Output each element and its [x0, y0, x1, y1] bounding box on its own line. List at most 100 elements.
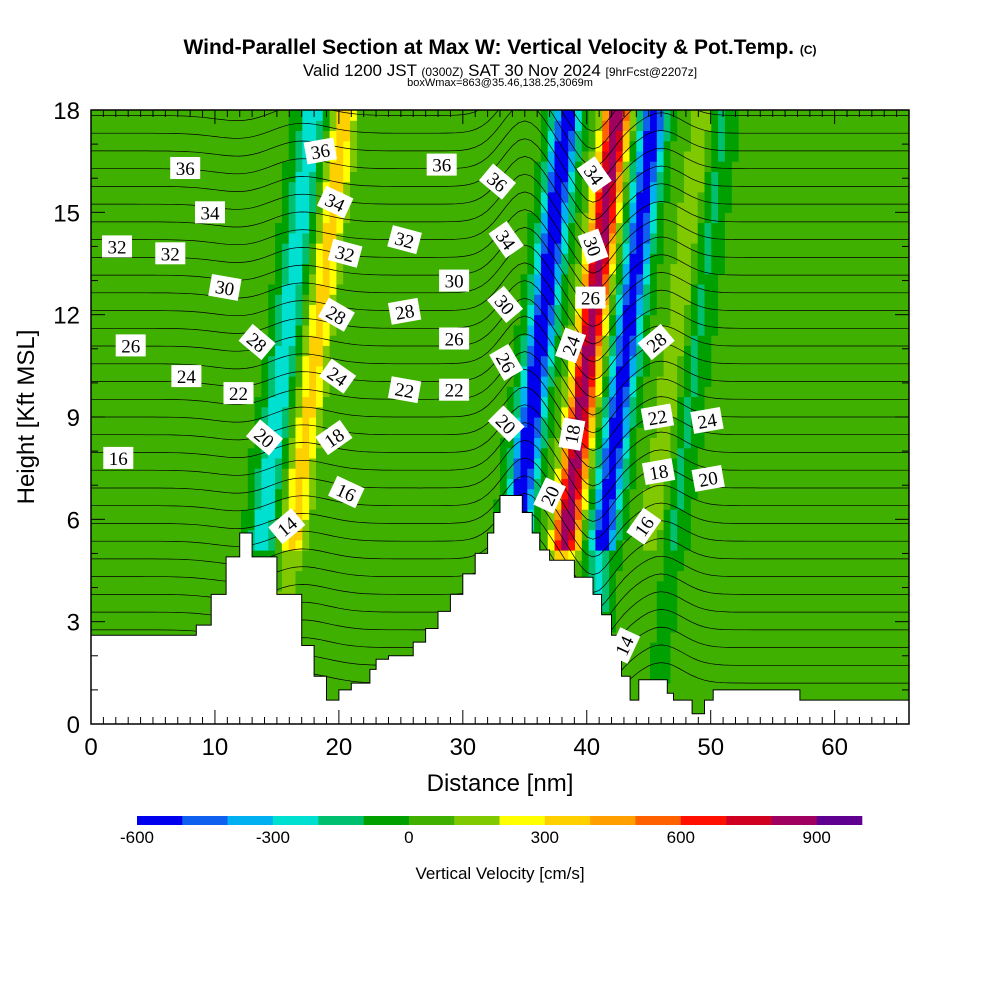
x-tick-label: 40	[573, 734, 600, 761]
isentrope-line	[91, 297, 909, 380]
theta-label: 30	[208, 273, 242, 301]
colorbar-tick-label: 900	[802, 828, 831, 847]
theta-label: 34	[576, 156, 612, 194]
colorbar-segment	[137, 816, 183, 825]
theta-label-text: 26	[581, 289, 600, 310]
theta-label-text: 22	[393, 379, 415, 403]
theta-label: 36	[426, 153, 457, 177]
chart-title-main: Wind-Parallel Section at Max W: Vertical…	[183, 36, 794, 59]
theta-label-text: 36	[432, 156, 451, 177]
colorbar-segment	[227, 816, 274, 825]
x-tick-label: 30	[449, 734, 476, 761]
isentrope-line	[91, 110, 909, 185]
isentrope-line	[91, 110, 909, 168]
theta-label-text: 28	[394, 301, 416, 325]
theta-label: 18	[641, 458, 676, 485]
theta-label-text: 30	[445, 272, 464, 293]
x-axis-label: Distance [nm]	[427, 770, 574, 797]
chart-subtitle: Valid 1200 JST (0300Z) SAT 30 Nov 2024 […	[0, 61, 1000, 81]
theta-label: 32	[387, 225, 422, 255]
valid-prefix: Valid 1200 JST	[302, 61, 417, 80]
colorbar-segment	[408, 816, 455, 825]
colorbar	[137, 816, 863, 825]
x-tick-label: 50	[697, 734, 724, 761]
colorbar-segment	[771, 816, 817, 825]
y-axis-label: Height [Kft MSL]	[13, 330, 40, 505]
colorbar-tick-label: 600	[666, 828, 695, 847]
theta-label: 24	[171, 365, 202, 388]
theta-label: 14	[607, 627, 641, 664]
theta-label-text: 36	[309, 140, 331, 164]
theta-label-text: 18	[648, 461, 670, 485]
theta-label-text: 32	[161, 244, 180, 265]
theta-label: 22	[439, 378, 470, 402]
isentrope-line	[91, 457, 909, 540]
theta-label-text: 20	[697, 468, 719, 492]
x-tick-label: 0	[84, 734, 97, 761]
theta-label-text: 24	[177, 367, 197, 388]
chart-title: Wind-Parallel Section at Max W: Vertical…	[0, 36, 1000, 60]
colorbar-tick-label: -600	[119, 828, 155, 847]
theta-label-text: 26	[121, 336, 140, 357]
theta-label-text: 26	[445, 330, 464, 351]
theta-label-text: 32	[392, 228, 416, 253]
colorbar-tick-label: -300	[255, 828, 290, 847]
terrain-mask	[90, 495, 910, 725]
theta-label: 28	[387, 297, 422, 325]
box-wmax-info: boxWmax=863@35.46,138.25,3069m	[407, 77, 593, 89]
colorbar-tick-label: 0	[404, 828, 414, 847]
theta-label-text: 22	[229, 384, 248, 405]
theta-label-text: 30	[213, 277, 235, 301]
theta-label-text: 16	[109, 449, 128, 470]
theta-label: 34	[195, 201, 225, 224]
y-tick-label: 9	[67, 405, 80, 432]
colorbar-segment	[454, 816, 500, 825]
colorbar-segment	[726, 816, 772, 825]
theta-label-text: 32	[333, 242, 357, 267]
y-tick-label: 18	[53, 98, 80, 125]
colorbar-segment	[499, 816, 546, 825]
x-tick-label: 10	[202, 734, 229, 761]
valid-date: SAT 30 Nov 2024	[468, 61, 601, 80]
chart-title-suffix: (C)	[799, 43, 817, 57]
theta-label-text: 22	[445, 381, 464, 402]
theta-label-text: 32	[108, 237, 127, 258]
colorbar-segment	[590, 816, 636, 825]
theta-label-text: 18	[561, 423, 585, 445]
valid-utc: (0300Z)	[421, 65, 464, 79]
x-tick-label: 60	[821, 734, 848, 761]
isentrope-line	[91, 262, 909, 345]
theta-label: 22	[223, 382, 254, 405]
y-tick-label: 6	[67, 507, 80, 534]
colorbar-segment	[544, 816, 591, 825]
isentrope-line	[91, 368, 909, 451]
x-axis: 0 10 20 30 40 50 60	[84, 110, 898, 761]
isentrope-line	[91, 138, 909, 221]
colorbar-segment	[816, 816, 863, 825]
colorbar-segment	[272, 816, 319, 825]
colorbar-title: Vertical Velocity [cm/s]	[415, 864, 585, 883]
theta-label: 26	[439, 327, 470, 351]
x-tick-label: 20	[326, 734, 353, 761]
theta-label: 26	[115, 334, 146, 357]
isentrope-line	[91, 422, 909, 505]
colorbar-segment	[635, 816, 681, 825]
theta-label: 26	[575, 286, 606, 310]
theta-label: 22	[640, 403, 675, 430]
theta-label: 30	[439, 269, 470, 293]
y-tick-label: 0	[67, 712, 80, 739]
forecast-info: [9hrFcst@2207z]	[605, 65, 698, 79]
theta-label: 36	[303, 137, 337, 164]
isentrope-line	[91, 439, 909, 522]
colorbar-segment	[680, 816, 727, 825]
theta-label: 16	[103, 446, 134, 470]
theta-label-text: 24	[696, 410, 719, 434]
theta-label: 36	[170, 157, 201, 180]
theta-label: 20	[533, 477, 566, 514]
theta-label: 24	[690, 406, 724, 434]
theta-label: 22	[387, 376, 422, 403]
theta-label: 20	[691, 464, 725, 492]
